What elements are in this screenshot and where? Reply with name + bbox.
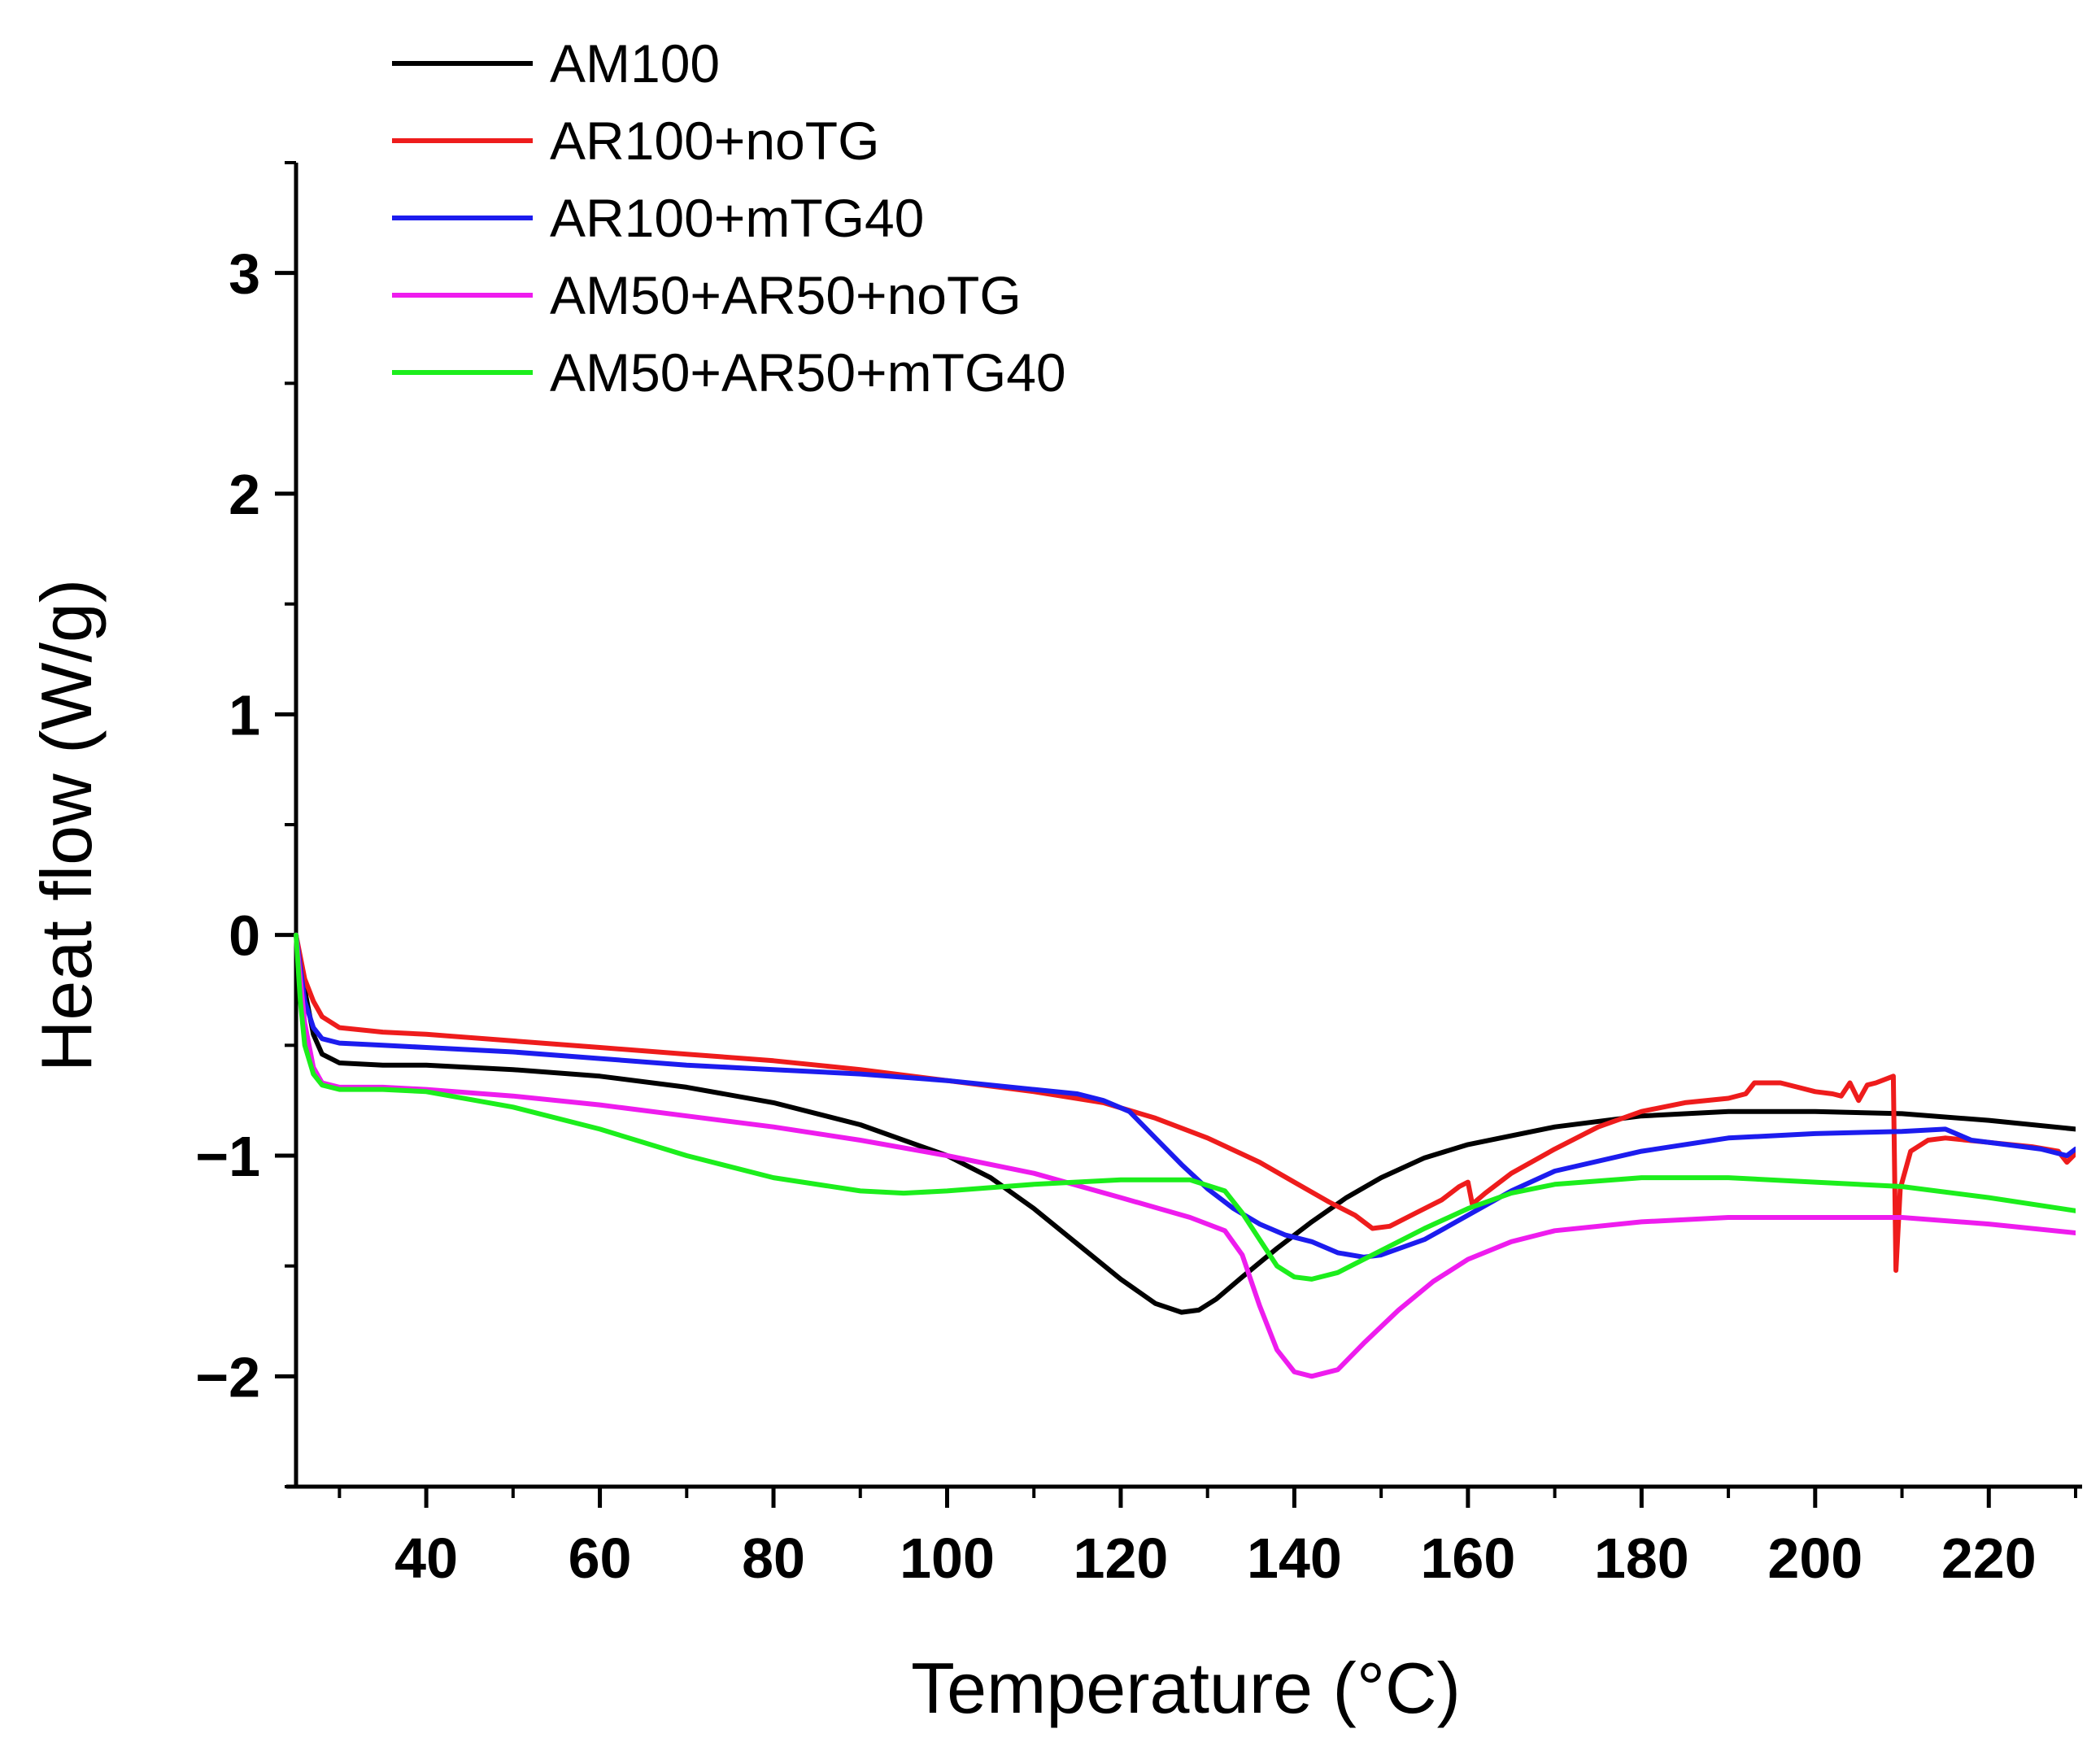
legend-label: AM50+AR50+noTG bbox=[550, 265, 1022, 325]
legend-label: AM100 bbox=[550, 33, 720, 94]
y-ticks: −2 −1 0 1 2 3 bbox=[195, 161, 296, 1488]
series-line-am50-ar50-mtg40 bbox=[294, 932, 2076, 1282]
y-tick-label: 3 bbox=[229, 242, 260, 306]
x-tick-label: 100 bbox=[900, 1526, 995, 1590]
y-tick-label: 2 bbox=[229, 463, 260, 526]
x-tick-label: 160 bbox=[1420, 1526, 1515, 1590]
x-tick-label: 200 bbox=[1767, 1526, 1863, 1590]
x-tick-label: 40 bbox=[394, 1526, 458, 1590]
legend-label: AM50+AR50+mTG40 bbox=[550, 342, 1066, 403]
y-tick-label: −2 bbox=[195, 1345, 260, 1409]
series-line-ar100-notg bbox=[294, 932, 2076, 1274]
series-line-am100 bbox=[294, 932, 2076, 1315]
y-axis-title: Heat flow (W/g) bbox=[26, 579, 107, 1072]
x-tick-label: 120 bbox=[1074, 1526, 1169, 1590]
x-axis-title: Temperature (°C) bbox=[911, 1648, 1461, 1728]
x-tick-label: 180 bbox=[1594, 1526, 1689, 1590]
legend: AM100 AR100+noTG AR100+mTG40 AM50+AR50+noTG… bbox=[392, 33, 1066, 403]
series-line-ar100-mtg40 bbox=[294, 932, 2076, 1260]
y-tick-label: 1 bbox=[229, 683, 260, 747]
x-tick-label: 140 bbox=[1247, 1526, 1342, 1590]
y-tick-label: −1 bbox=[195, 1125, 260, 1188]
series-layer bbox=[294, 932, 2076, 1379]
legend-label: AR100+noTG bbox=[550, 111, 879, 171]
x-tick-label: 60 bbox=[569, 1526, 632, 1590]
x-ticks: 40 60 80 100 120 140 160 180 200 220 bbox=[338, 1487, 2077, 1590]
x-tick-label: 80 bbox=[742, 1526, 805, 1590]
x-tick-label: 220 bbox=[1941, 1526, 2037, 1590]
y-tick-label: 0 bbox=[229, 904, 260, 968]
legend-label: AR100+mTG40 bbox=[550, 188, 924, 248]
